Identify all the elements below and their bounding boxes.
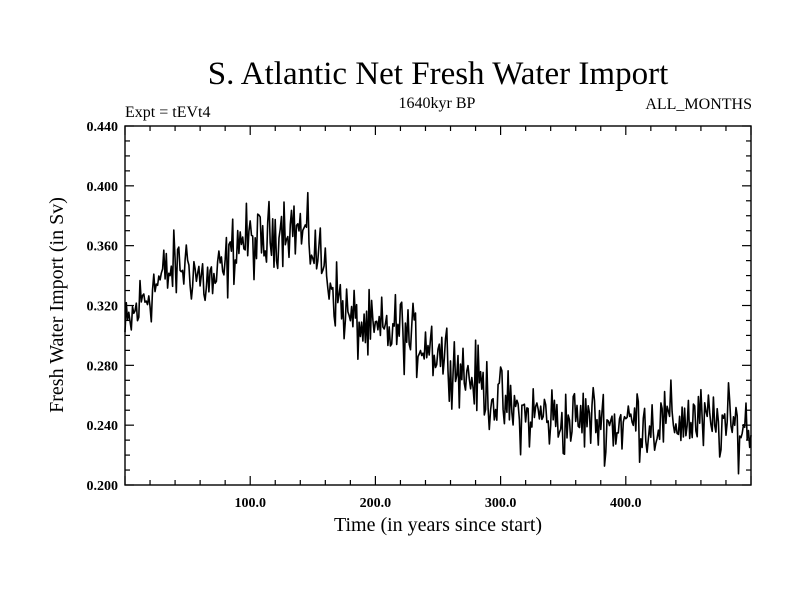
months-label: ALL_MONTHS	[645, 96, 752, 113]
y-tick-label: 0.200	[87, 479, 119, 494]
tick-labels: 100.0 200.0 300.0 400.0 0.200 0.240 0.280 0.320…	[87, 120, 642, 511]
x-axis-label: Time (in years since start)	[334, 514, 542, 536]
period-label: 1640kyr BP	[399, 95, 476, 112]
experiment-label: Expt = tEVt4	[125, 104, 210, 121]
axis-ticks	[124, 125, 752, 486]
y-tick-label: 0.400	[87, 180, 119, 195]
y-axis-label: Fresh Water Import (in Sv)	[46, 197, 68, 413]
y-tick-label: 0.320	[87, 300, 119, 315]
series-line	[124, 191, 752, 475]
x-tick-label: 100.0	[234, 496, 266, 511]
plot-frame	[124, 125, 752, 486]
x-tick-label: 300.0	[485, 496, 517, 511]
y-tick-label: 0.440	[87, 120, 119, 135]
x-tick-label: 400.0	[610, 496, 642, 511]
y-tick-label: 0.240	[87, 419, 119, 434]
chart-title: S. Atlantic Net Fresh Water Import	[208, 56, 669, 92]
x-tick-label: 200.0	[360, 496, 392, 511]
y-tick-label: 0.360	[87, 240, 119, 255]
y-tick-label: 0.280	[87, 359, 119, 374]
